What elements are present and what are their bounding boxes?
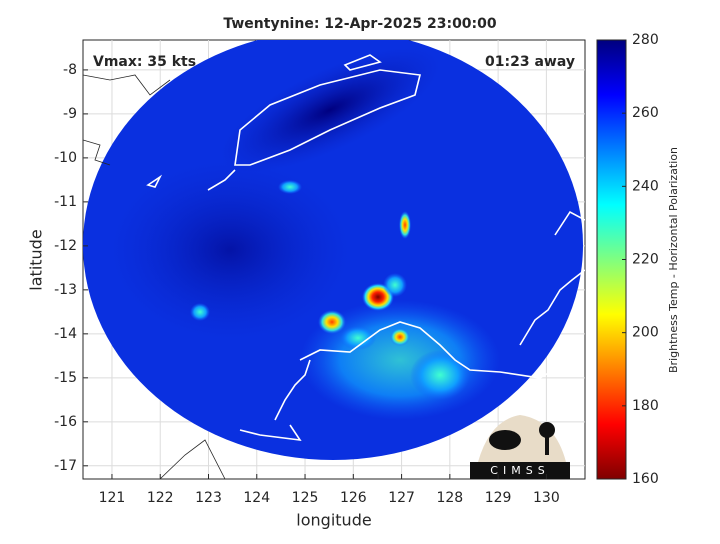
x-tick-label: 129 bbox=[485, 490, 512, 506]
y-tick-label: -15 bbox=[54, 370, 77, 386]
x-tick-label: 130 bbox=[533, 490, 560, 506]
chart-title: Twentynine: 12-Apr-2025 23:00:00 bbox=[223, 16, 497, 32]
y-tick-label: -17 bbox=[54, 458, 77, 474]
y-tick-label: -12 bbox=[54, 238, 77, 254]
x-tick-label: 128 bbox=[436, 490, 463, 506]
x-tick-label: 121 bbox=[99, 490, 126, 506]
x-tick-label: 122 bbox=[147, 490, 174, 506]
annotation: Vmax: 35 kts bbox=[93, 54, 196, 70]
y-tick-label: -14 bbox=[54, 326, 77, 342]
coastline bbox=[83, 74, 226, 479]
x-tick-label: 123 bbox=[195, 490, 222, 506]
y-tick-label: -11 bbox=[54, 194, 77, 210]
x-tick-label: 126 bbox=[340, 490, 367, 506]
y-tick-label: -8 bbox=[63, 62, 77, 78]
x-tick-label: 124 bbox=[243, 490, 270, 506]
colorbar-tick-label: 160 bbox=[632, 471, 659, 487]
colorbar-tick-label: 220 bbox=[632, 252, 659, 268]
colorbar-tick-label: 280 bbox=[632, 32, 659, 48]
satellite-image bbox=[83, 40, 585, 460]
y-axis-label: latitude bbox=[27, 229, 46, 290]
colorbar-tick-label: 260 bbox=[632, 105, 659, 121]
colorbar-tick-label: 240 bbox=[632, 178, 659, 194]
annotation: 01:23 away bbox=[485, 54, 575, 70]
logo-text: CIMSS bbox=[490, 464, 549, 477]
x-tick-label: 127 bbox=[388, 490, 415, 506]
y-tick-label: -10 bbox=[54, 150, 77, 166]
y-tick-label: -16 bbox=[54, 414, 77, 430]
colorbar bbox=[596, 39, 627, 480]
x-axis-label: longitude bbox=[296, 511, 371, 530]
cimss-logo: CIMSS bbox=[470, 415, 570, 479]
y-tick-label: -13 bbox=[54, 282, 77, 298]
colorbar-tick-label: 200 bbox=[632, 325, 659, 341]
x-tick-label: 125 bbox=[292, 490, 319, 506]
colorbar-tick-label: 180 bbox=[632, 398, 659, 414]
colorbar-label: Brightness Temp - Horizontal Polarizatio… bbox=[667, 147, 680, 373]
y-tick-label: -9 bbox=[63, 106, 77, 122]
